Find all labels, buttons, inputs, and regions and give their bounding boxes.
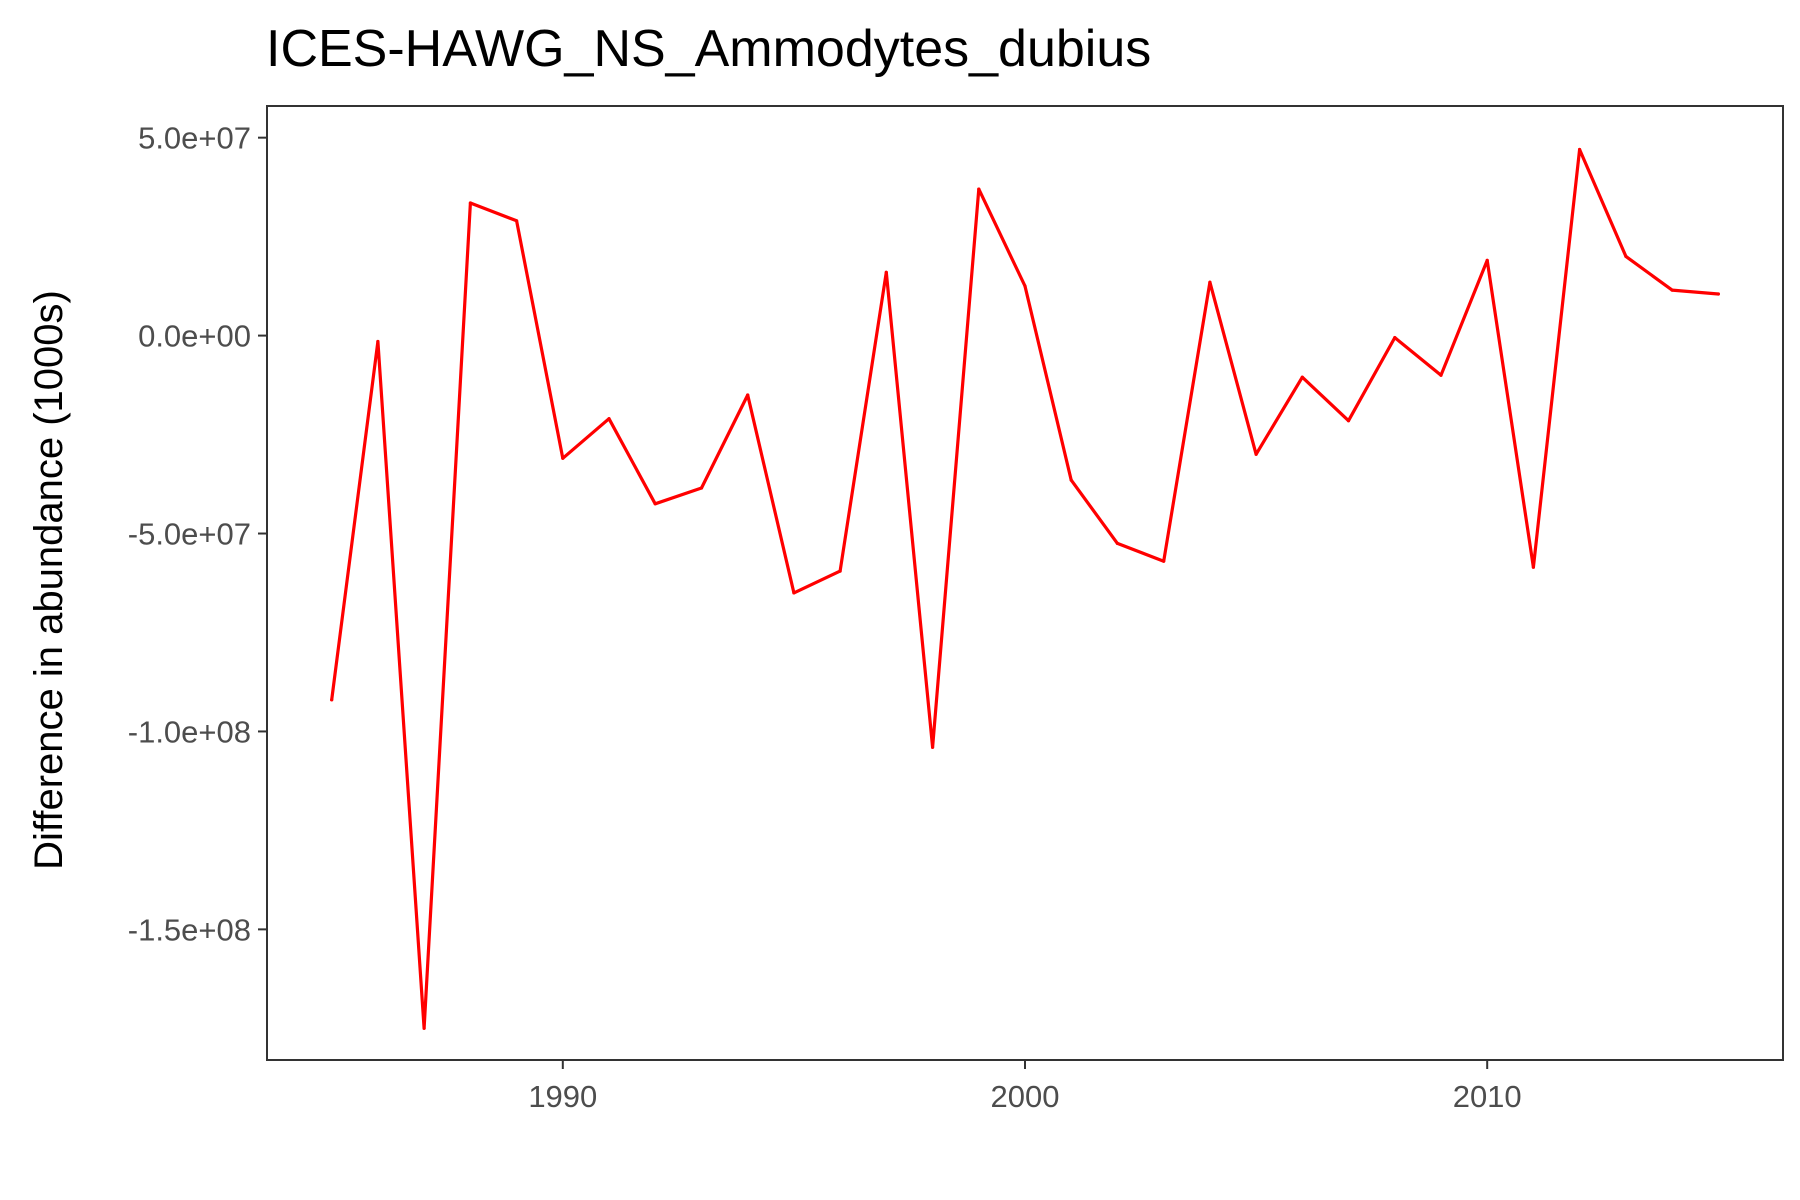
data-point [884,270,888,274]
x-tick-label: 1990 [528,1079,597,1114]
data-point [1716,292,1720,296]
y-tick-label: -1.0e+08 [128,714,251,749]
data-point [607,417,611,421]
y-tick-label: -5.0e+07 [128,517,251,552]
data-point [468,201,472,205]
data-point [1670,288,1674,292]
data-point [515,219,519,223]
data-point [931,745,935,749]
data-point [1069,478,1073,482]
data-point [977,187,981,191]
chart-title: ICES-HAWG_NS_Ammodytes_dubius [266,20,1151,78]
y-axis-title: Difference in abundance (1000s) [27,290,71,870]
x-tick-label: 2010 [1453,1079,1522,1114]
data-point [1023,284,1027,288]
data-point [376,339,380,344]
data-point [1346,419,1351,423]
x-tick-label: 2000 [991,1079,1060,1114]
data-point [1624,254,1628,258]
data-point [1115,541,1119,546]
data-point [1162,559,1166,563]
data-point [1208,280,1212,284]
data-point [1485,258,1489,262]
data-point [330,698,334,702]
data-points [330,147,1720,1030]
x-axis: 1990 2000 2010 [528,1060,1522,1114]
y-tick-label: 5.0e+07 [138,121,251,156]
data-point [1254,452,1258,456]
data-point [1578,147,1582,152]
data-point [792,591,796,595]
y-tick-label: -1.5e+08 [128,912,251,947]
data-point [561,456,565,460]
data-point [653,502,657,506]
data-point [1300,375,1304,379]
y-axis: 5.0e+07 0.0e+00 -5.0e+07 -1.0e+08 -1.5e+08 [128,121,267,947]
y-tick-label: 0.0e+00 [138,319,251,354]
data-point [1531,565,1535,569]
data-point [1439,373,1443,377]
data-point [422,1026,426,1030]
data-point [1393,336,1397,340]
data-point [746,393,750,397]
data-point [699,486,704,490]
data-point [838,569,842,573]
